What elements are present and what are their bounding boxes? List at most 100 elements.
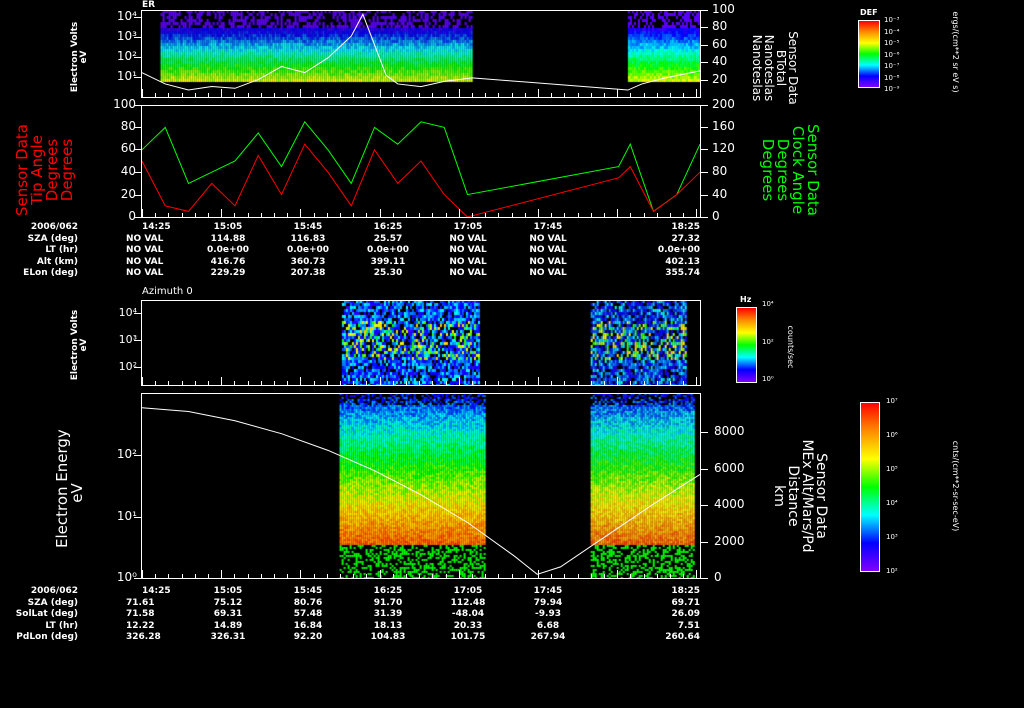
- panel1-xtick: [142, 89, 143, 97]
- panel3-xtick: [643, 381, 645, 385]
- panel2-right-tick: [701, 195, 708, 196]
- panel2-xtick: [670, 213, 671, 217]
- panel2-xtick: [630, 213, 632, 217]
- panel4-frame: [141, 393, 701, 579]
- panel4-xtick: [392, 574, 394, 578]
- panel4-xtick: [696, 570, 698, 578]
- panel3-spectrogram: [142, 300, 700, 385]
- panel1-xtick: [683, 93, 685, 97]
- panel1-right-tick-label: 60: [712, 37, 728, 51]
- panel2-left-tick: [134, 217, 141, 218]
- panel1-xtick: [511, 93, 513, 97]
- panel3-ytick-label: 10³: [118, 333, 137, 346]
- panel1-xtick: [326, 93, 328, 97]
- panel2-xtick: [419, 213, 421, 217]
- panel1-xtick: [643, 93, 645, 97]
- table2-cell: 71.61: [126, 597, 155, 608]
- table2-row-label: LT (hr): [45, 620, 78, 631]
- panel4-xtick: [617, 570, 619, 578]
- panel3-xtick: [485, 381, 487, 385]
- panel1-colorbar-tick: 10⁻⁴: [884, 27, 900, 36]
- panel2-xtick: [194, 213, 196, 217]
- panel3-xtick: [247, 381, 249, 385]
- panel4-xtick: [247, 574, 249, 578]
- panel4-altitude-line: [141, 407, 701, 575]
- panel4-xtick: [656, 574, 658, 578]
- panel2-xtick: [326, 213, 328, 217]
- panel4-xtick: [168, 574, 170, 578]
- panel2-xtick: [406, 213, 407, 217]
- panel3-xtick: [604, 381, 605, 385]
- panel3-ytick: [134, 367, 141, 368]
- panel4-ytick: [134, 578, 141, 579]
- panel3-xtick: [656, 381, 658, 385]
- table1-cell: NO VAL: [126, 245, 164, 255]
- panel3-ylabel: Electron Volts eV: [70, 309, 89, 381]
- panel3-ytick-label: 10⁴: [118, 306, 137, 319]
- panel4-xtick: [524, 574, 526, 578]
- panel3-colorbar: [736, 307, 757, 383]
- panel2-xtick: [498, 213, 500, 217]
- table1-cell: 229.29: [210, 268, 246, 278]
- panel1-right-tick-label: 40: [712, 54, 728, 68]
- panel2-xtick: [379, 209, 381, 217]
- table1-cell: 399.11: [370, 256, 406, 267]
- panel1-xtick: [617, 89, 619, 97]
- table2-time: 15:05: [213, 586, 243, 596]
- panel1-xtick: [221, 89, 223, 97]
- table2-cell: 112.48: [450, 597, 486, 608]
- panel4-xtick: [551, 574, 553, 578]
- panel2-xtick: [511, 213, 513, 217]
- panel2-left-tick: [134, 195, 141, 196]
- panel3-ytick: [134, 340, 141, 341]
- table1-cell: NO VAL: [449, 268, 487, 278]
- panel2-xtick: [564, 213, 566, 217]
- panel2-left-label: Sensor Data Tip Angle Degrees Degrees: [13, 124, 76, 216]
- panel2-xtick: [551, 213, 553, 217]
- table1-cell: 0.0e+00: [206, 245, 250, 255]
- panel2-xtick: [287, 213, 289, 217]
- panel4-colorbar-unit: cnts/(cm**2-sr-sec-eV): [951, 440, 960, 532]
- panel1-title: ER: [142, 0, 156, 10]
- panel2-right-tick-label: 0: [712, 209, 720, 223]
- panel3-title: Azimuth 0: [142, 286, 193, 297]
- panel2-xtick: [300, 209, 302, 217]
- panel2-right-tick: [701, 149, 708, 150]
- panel2-xtick: [340, 213, 341, 217]
- panel2-xtick: [472, 213, 473, 217]
- panel2-xtick: [313, 213, 315, 217]
- panel1-xtick: [366, 93, 368, 97]
- panel1-xtick: [353, 93, 355, 97]
- panel1-xtick: [485, 93, 487, 97]
- table2-time: 18:25: [671, 586, 700, 596]
- panel3-xtick: [379, 377, 381, 385]
- panel4-xtick: [313, 574, 315, 578]
- panel3-xtick: [194, 381, 196, 385]
- panel2-left-tick-label: 60: [120, 141, 136, 155]
- panel1-ytick-label: 10¹: [116, 69, 137, 83]
- panel1-xtick: [419, 93, 421, 97]
- table1-cell: 402.13: [665, 256, 700, 267]
- panel3-xtick: [340, 381, 341, 385]
- panel2-xtick: [458, 209, 460, 217]
- table2-cell: 326.28: [126, 632, 161, 642]
- panel1-xtick: [247, 93, 249, 97]
- panel2-left-tick-label: 80: [120, 119, 136, 133]
- panel2-xtick: [432, 213, 434, 217]
- table1-time: 14:25: [142, 222, 171, 232]
- panel4-colorbar-tick: 10⁷: [886, 397, 898, 405]
- panel3-xtick: [221, 377, 223, 385]
- panel4-colorbar-tick: 10⁴: [886, 499, 898, 507]
- panel4-right-tick-label: 6000: [714, 461, 745, 475]
- panel3-xtick: [696, 377, 698, 385]
- table1-cell: 207.38: [290, 268, 326, 278]
- panel2-xtick: [604, 213, 605, 217]
- panel2-left-tick-label: 100: [113, 97, 136, 111]
- panel3-xtick: [445, 381, 447, 385]
- table2-cell: 101.75: [450, 632, 486, 642]
- table1-cell: NO VAL: [529, 256, 567, 267]
- panel1-xtick: [472, 93, 473, 97]
- table1-time: 18:25: [671, 222, 700, 232]
- table2-row-label: 2006/062: [30, 586, 78, 596]
- panel4-right-tick-label: 4000: [714, 497, 745, 511]
